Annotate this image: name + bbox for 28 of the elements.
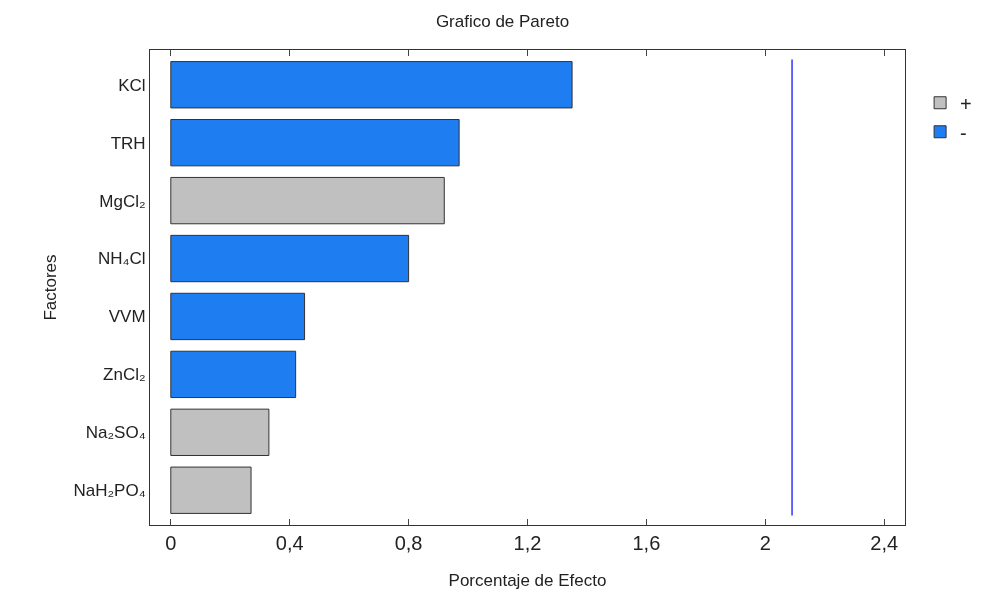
x-tick-label: 2,4 [870, 532, 899, 554]
x-tick-label: 0 [165, 532, 177, 554]
x-tick-label: 1,2 [513, 532, 542, 554]
bar [170, 61, 573, 109]
y-tick-label: Na₂SO₄ [85, 423, 146, 443]
bar [170, 408, 270, 456]
bar [170, 466, 252, 514]
x-tick-label: 2 [759, 532, 771, 554]
legend-label: + [960, 92, 972, 115]
chart-title: Grafico de Pareto [435, 12, 570, 32]
y-tick-label: VVM [108, 307, 146, 327]
y-tick-label: NH₄Cl [98, 249, 146, 269]
bar [170, 176, 445, 225]
x-axis-title: Porcentaje de Efecto [448, 571, 607, 590]
y-tick-label: NaH₂PO₄ [73, 481, 146, 501]
x-tick-label: 1,6 [632, 532, 661, 554]
y-tick-label: MgCl₂ [99, 191, 146, 211]
x-tick-label: 0,8 [394, 532, 423, 554]
x-tick-label: 0,4 [275, 532, 304, 554]
bar [170, 119, 460, 167]
bar [170, 292, 306, 341]
y-axis-title: Factores [41, 254, 61, 321]
y-tick-label: ZnCl₂ [103, 365, 146, 385]
y-tick-label: KCl [118, 75, 146, 95]
bar [170, 350, 297, 399]
legend-label: - [960, 121, 967, 144]
bar [170, 234, 410, 283]
y-tick-label: TRH [110, 133, 146, 153]
